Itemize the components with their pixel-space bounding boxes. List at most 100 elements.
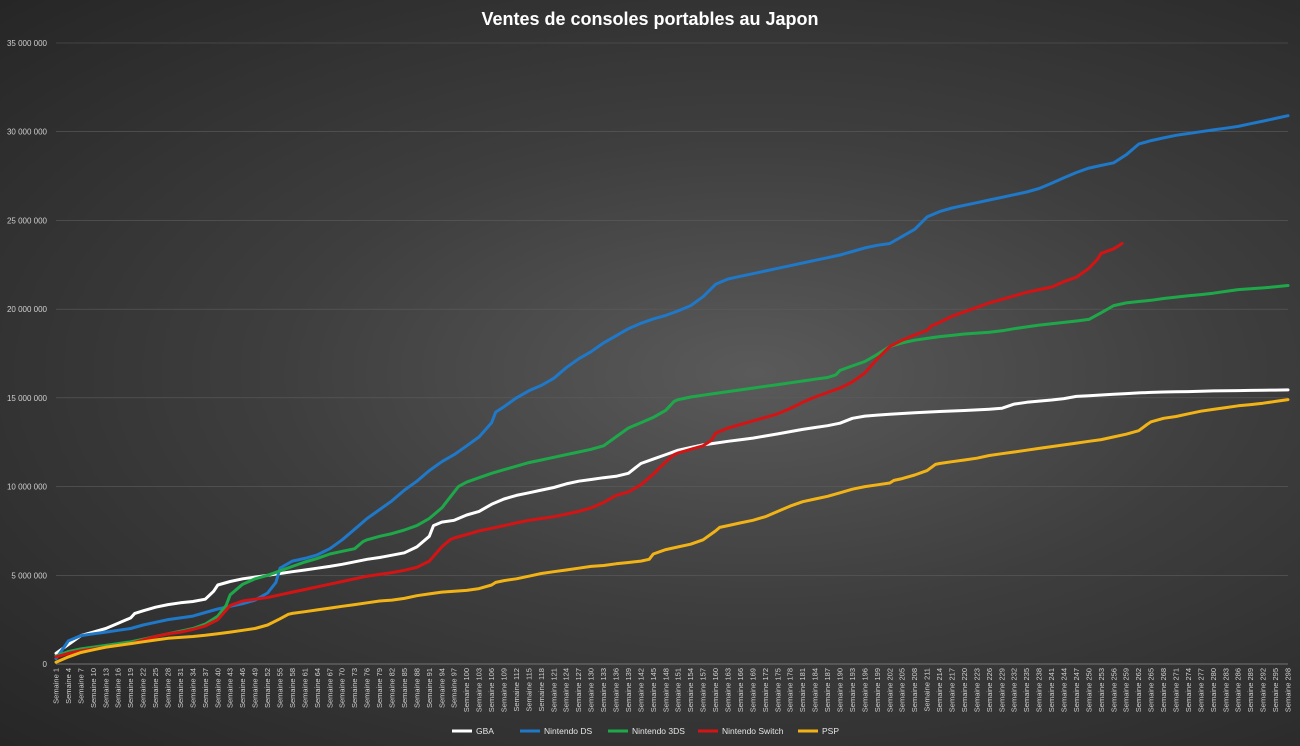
x-tick-label: Semaine 175 <box>773 668 782 712</box>
x-tick-label: Semaine 289 <box>1246 668 1255 712</box>
series-line-nintendo-ds <box>54 114 1290 661</box>
x-tick-label: Semaine 202 <box>885 668 894 712</box>
x-tick-label: Semaine 121 <box>549 668 558 712</box>
x-tick-label: Semaine 58 <box>288 668 297 708</box>
x-tick-label: Semaine 106 <box>487 668 496 712</box>
x-tick-label: Semaine 208 <box>910 668 919 712</box>
x-tick-label: Semaine 190 <box>836 668 845 712</box>
x-tick-label: Semaine 130 <box>587 668 596 712</box>
x-tick-label: Semaine 82 <box>388 668 397 708</box>
x-tick-label: Semaine 52 <box>263 668 272 708</box>
x-tick-label: Semaine 154 <box>686 668 695 712</box>
x-tick-label: Semaine 205 <box>898 668 907 712</box>
series-lines <box>54 114 1290 664</box>
x-tick-label: Semaine 139 <box>624 668 633 712</box>
x-tick-label: Semaine 100 <box>462 668 471 712</box>
x-tick-label: Semaine 262 <box>1134 668 1143 712</box>
x-tick-label: Semaine 7 <box>76 668 85 704</box>
x-tick-label: Semaine 274 <box>1184 668 1193 712</box>
x-tick-label: Semaine 19 <box>126 668 135 708</box>
x-tick-label: Semaine 211 <box>923 668 932 712</box>
x-tick-label: Semaine 22 <box>139 668 148 708</box>
legend: GBA Nintendo DS Nintendo 3DS Nintendo Switc… <box>452 726 839 736</box>
x-tick-label: Semaine 109 <box>500 668 509 712</box>
x-tick-label: Semaine 94 <box>437 668 446 708</box>
x-tick-label: Semaine 151 <box>674 668 683 712</box>
x-tick-label: Semaine 214 <box>935 668 944 712</box>
x-tick-label: Semaine 229 <box>997 668 1006 712</box>
x-tick-label: Semaine 31 <box>176 668 185 708</box>
legend-label-nintendo-3ds: Nintendo 3DS <box>632 726 685 736</box>
x-tick-label: Semaine 181 <box>798 668 807 712</box>
x-tick-label: Semaine 193 <box>848 668 857 712</box>
x-tick-label: Semaine 142 <box>636 668 645 712</box>
x-tick-label: Semaine 169 <box>748 668 757 712</box>
x-tick-label: Semaine 259 <box>1122 668 1131 712</box>
x-tick-label: Semaine 256 <box>1109 668 1118 712</box>
y-tick-label: 20 000 000 <box>7 305 48 314</box>
legend-label-psp: PSP <box>822 726 839 736</box>
x-axis-ticks: Semaine 1 Semaine 4 Semaine 7 Semaine 10 Sem… <box>52 668 1293 712</box>
x-tick-label: Semaine 85 <box>400 668 409 708</box>
x-tick-label: Semaine 196 <box>860 668 869 712</box>
legend-label-nintendo-ds: Nintendo DS <box>544 726 593 736</box>
x-tick-label: Semaine 64 <box>313 668 322 708</box>
y-tick-label: 15 000 000 <box>7 394 48 403</box>
y-axis-ticks: 0 5 000 000 10 000 000 15 000 000 20 000 000… <box>7 39 48 669</box>
x-tick-label: Semaine 220 <box>960 668 969 712</box>
x-tick-label: Semaine 223 <box>972 668 981 712</box>
x-tick-label: Semaine 148 <box>661 668 670 712</box>
y-tick-label: 35 000 000 <box>7 39 48 48</box>
y-tick-label: 0 <box>43 660 48 669</box>
series-line-gba <box>54 388 1290 655</box>
x-tick-label: Semaine 244 <box>1060 668 1069 712</box>
x-tick-label: Semaine 226 <box>985 668 994 712</box>
y-tick-label: 10 000 000 <box>7 483 48 492</box>
x-tick-label: Semaine 187 <box>823 668 832 712</box>
x-tick-label: Semaine 16 <box>114 668 123 708</box>
x-tick-label: Semaine 166 <box>736 668 745 712</box>
x-tick-label: Semaine 115 <box>524 668 533 712</box>
y-tick-label: 25 000 000 <box>7 216 48 225</box>
x-tick-label: Semaine 10 <box>89 668 98 708</box>
x-tick-label: Semaine 265 <box>1147 668 1156 712</box>
x-tick-label: Semaine 61 <box>300 668 309 708</box>
x-tick-label: Semaine 25 <box>151 668 160 708</box>
x-tick-label: Semaine 286 <box>1234 668 1243 712</box>
x-tick-label: Semaine 73 <box>350 668 359 708</box>
x-tick-label: Semaine 136 <box>612 668 621 712</box>
x-tick-label: Semaine 283 <box>1221 668 1230 712</box>
x-tick-label: Semaine 43 <box>226 668 235 708</box>
x-tick-label: Semaine 1 <box>52 668 61 704</box>
x-tick-label: Semaine 268 <box>1159 668 1168 712</box>
x-tick-label: Semaine 277 <box>1196 668 1205 712</box>
legend-label-nintendo-switch: Nintendo Switch <box>722 726 784 736</box>
x-tick-label: Semaine 250 <box>1084 668 1093 712</box>
series-line-nintendo-switch <box>54 242 1124 659</box>
x-tick-label: Semaine 70 <box>338 668 347 708</box>
x-tick-label: Semaine 103 <box>475 668 484 712</box>
x-tick-label: Semaine 280 <box>1209 668 1218 712</box>
x-tick-label: Semaine 13 <box>101 668 110 708</box>
y-tick-label: 5 000 000 <box>11 571 47 580</box>
x-tick-label: Semaine 97 <box>450 668 459 708</box>
x-tick-label: Semaine 55 <box>276 668 285 708</box>
x-tick-label: Semaine 160 <box>711 668 720 712</box>
x-tick-label: Semaine 157 <box>699 668 708 712</box>
x-tick-label: Semaine 133 <box>599 668 608 712</box>
x-tick-label: Semaine 112 <box>512 668 521 712</box>
x-tick-label: Semaine 118 <box>537 668 546 712</box>
chart-title: Ventes de consoles portables au Japon <box>481 9 818 29</box>
x-tick-label: Semaine 235 <box>1022 668 1031 712</box>
x-tick-label: Semaine 127 <box>574 668 583 712</box>
legend-label-gba: GBA <box>476 726 494 736</box>
series-line-psp <box>54 398 1290 664</box>
x-tick-label: Semaine 88 <box>412 668 421 708</box>
x-tick-label: Semaine 76 <box>363 668 372 708</box>
x-tick-label: Semaine 238 <box>1035 668 1044 712</box>
x-tick-label: Semaine 292 <box>1259 668 1268 712</box>
x-tick-label: Semaine 67 <box>325 668 334 708</box>
gridlines <box>56 42 1288 665</box>
x-tick-label: Semaine 184 <box>811 668 820 712</box>
